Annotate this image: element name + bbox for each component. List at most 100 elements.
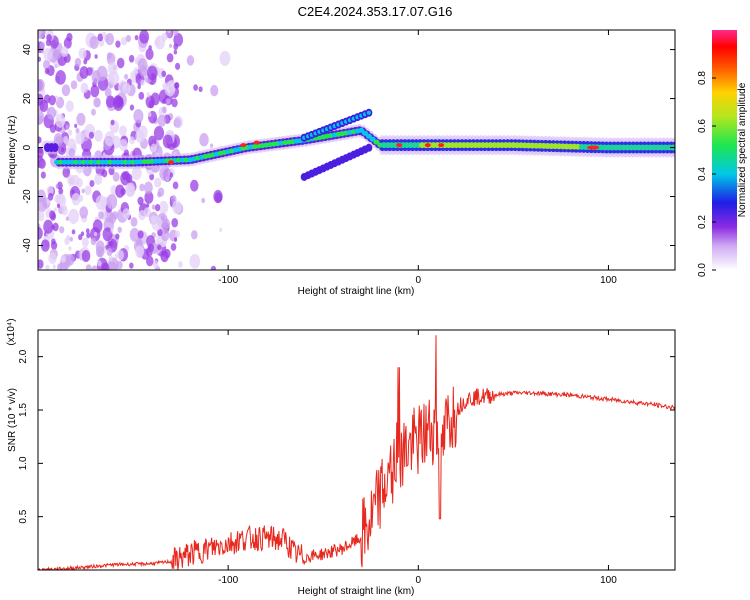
heatmap-cell [40, 171, 46, 179]
heatmap-cell [89, 180, 95, 188]
heatmap-cell [65, 100, 74, 112]
heatmap-cell [129, 104, 135, 111]
heatmap-cell [59, 226, 65, 234]
heatmap-cell [366, 110, 371, 115]
heatmap-cell [138, 125, 148, 140]
heatmap-cell [253, 140, 260, 145]
heatmap-cell [51, 238, 56, 245]
heatmap-cell [213, 189, 223, 204]
colorbar-tick-label: 0.0 [697, 263, 708, 277]
heatmap-cell [53, 49, 62, 60]
heatmap-cell [61, 206, 68, 216]
colorbar: 0.0 0.2 0.4 0.6 0.8 Normalized spectral ampl… [697, 30, 748, 277]
heatmap-cell [162, 134, 173, 149]
heatmap-cell [38, 147, 44, 159]
heatmap-cell [110, 227, 114, 233]
heatmap-cell [146, 203, 150, 208]
heatmap-cell [173, 237, 178, 242]
heatmap-cell [61, 84, 71, 97]
heatmap-cell [119, 125, 127, 137]
snr-xlabel: Height of straight line (km) [298, 586, 415, 597]
heatmap-cell [154, 177, 162, 188]
heatmap-cell [147, 65, 158, 81]
spectrogram-xlabel: Height of straight line (km) [298, 286, 415, 297]
heatmap-cell [68, 148, 76, 158]
heatmap-cell [63, 37, 72, 49]
heatmap-cell [46, 106, 57, 120]
heatmap-cell [98, 211, 104, 220]
heatmap-cell [112, 172, 120, 182]
heatmap-cell [38, 158, 46, 169]
heatmap-cell [55, 70, 66, 85]
heatmap-cell [152, 260, 159, 269]
heatmap-cell [164, 81, 176, 97]
heatmap-cell [86, 66, 93, 76]
heatmap-cell [146, 255, 154, 267]
heatmap-cell [198, 86, 203, 93]
heatmap-cell [53, 207, 57, 212]
heatmap-cell [94, 54, 98, 59]
heatmap-cell [83, 58, 88, 65]
snr-panel: -100 0 100 0.5 1.0 1.5 2.0 (x10⁴) Height of st… [6, 318, 676, 597]
heatmap-cell [60, 46, 69, 58]
heatmap-cell [106, 52, 112, 60]
heatmap-cell [61, 147, 65, 153]
heatmap-cell [161, 70, 167, 78]
heatmap-cell [158, 200, 169, 214]
heatmap-cell [67, 129, 73, 136]
heatmap-cell [65, 124, 70, 130]
heatmap-cell [110, 119, 115, 126]
heatmap-cell [210, 143, 214, 148]
heatmap-cell [38, 56, 42, 62]
heatmap-cell [102, 227, 113, 242]
heatmap-cell [116, 249, 125, 261]
heatmap-cell [108, 240, 114, 247]
heatmap-cell [438, 143, 445, 148]
heatmap-cell [147, 243, 155, 253]
heatmap-cell [119, 138, 128, 152]
heatmap-cell [186, 55, 195, 66]
heatmap-cell [40, 49, 44, 54]
heatmap-cell [39, 100, 49, 112]
snr-xtick-label: -100 [218, 575, 238, 586]
heatmap-cell [115, 233, 120, 240]
heatmap-cell [108, 255, 113, 262]
heatmap-cell [144, 191, 154, 204]
heatmap-cell [159, 165, 171, 181]
heatmap-cell [137, 84, 141, 90]
heatmap-cell [65, 253, 75, 266]
heatmap-cell [40, 239, 50, 252]
heatmap-cell [166, 53, 174, 63]
heatmap-cell [52, 222, 59, 232]
heatmap-cell [190, 179, 199, 192]
heatmap-cell [38, 226, 43, 240]
heatmap-cell [80, 82, 89, 94]
snr-ytick-label: 1.0 [18, 456, 29, 470]
snr-xtick-label: 100 [600, 575, 617, 586]
heatmap-cell [71, 174, 80, 186]
heatmap-cell [240, 143, 247, 148]
heatmap-cell [64, 237, 70, 246]
heatmap-cell [145, 48, 154, 60]
heatmap-cell [68, 208, 79, 225]
heatmap-cell [116, 96, 124, 107]
heatmap-cell [189, 253, 201, 269]
heatmap-cell [106, 261, 118, 270]
heatmap-cell [116, 260, 123, 270]
spectrogram-axes: -100 0 100 -40 -20 0 20 40 [22, 30, 675, 286]
heatmap-cell [63, 136, 69, 144]
heatmap-cell [160, 250, 169, 263]
heatmap-cell [174, 82, 180, 89]
heatmap-cell [38, 189, 46, 203]
heatmap-cell [172, 30, 179, 36]
heatmap-cell [129, 136, 135, 145]
heatmap-cell [199, 133, 209, 147]
heatmap-cell [46, 198, 51, 205]
heatmap-cell [49, 210, 56, 220]
heatmap-cell [43, 48, 53, 61]
spectrogram-ytick-label: 0 [22, 144, 33, 150]
heatmap-cell [125, 184, 135, 197]
heatmap-cell [143, 181, 153, 194]
heatmap-cell [365, 143, 373, 152]
